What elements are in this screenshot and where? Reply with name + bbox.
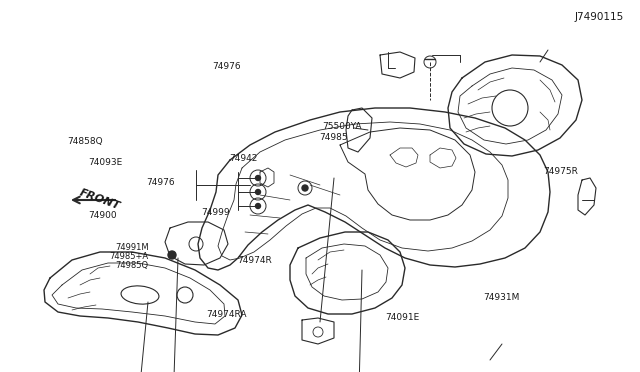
Circle shape [255, 203, 260, 208]
Text: 74991M: 74991M [115, 243, 148, 252]
Text: 74976: 74976 [146, 178, 175, 187]
Text: 74999: 74999 [202, 208, 230, 217]
Text: 74976: 74976 [212, 62, 241, 71]
Circle shape [168, 251, 176, 259]
Text: 74975R: 74975R [543, 167, 577, 176]
Text: 74900: 74900 [88, 211, 117, 220]
Text: 74985+A: 74985+A [109, 252, 148, 261]
Text: FRONT: FRONT [78, 188, 122, 212]
Text: J7490115: J7490115 [575, 12, 624, 22]
Circle shape [255, 176, 260, 180]
Text: 74858Q: 74858Q [67, 137, 103, 146]
Text: 75500YA: 75500YA [323, 122, 362, 131]
Text: 74985: 74985 [319, 133, 348, 142]
Text: 74931M: 74931M [483, 293, 520, 302]
Circle shape [302, 185, 308, 191]
Text: 74942: 74942 [229, 154, 257, 163]
Text: 74974R: 74974R [237, 256, 271, 265]
Text: 74974RA: 74974RA [206, 310, 246, 319]
Text: 74091E: 74091E [385, 313, 420, 322]
Circle shape [255, 189, 260, 195]
Text: 74093E: 74093E [88, 158, 123, 167]
Text: 74985Q: 74985Q [115, 262, 148, 270]
